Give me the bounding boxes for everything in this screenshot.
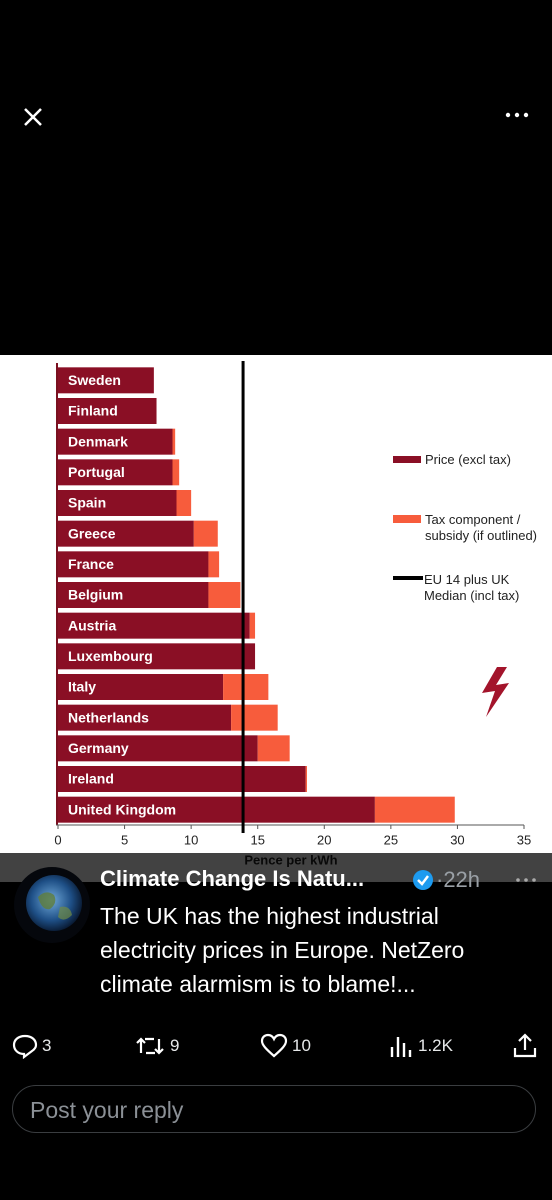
bar-segment [58,398,157,424]
x-tick-label: 5 [121,832,128,847]
legend-swatch [393,576,423,580]
legend-label: Tax component / subsidy (if outlined) [425,512,537,543]
reply-count: 3 [42,1036,52,1055]
category-label: Italy [68,679,96,695]
bar-segment [58,582,209,608]
reply-placeholder: Post your reply [30,1097,184,1123]
x-tick-label: 35 [517,832,531,847]
verified-badge [413,870,433,890]
post-overlay [0,853,552,1200]
bar-segment [208,582,241,608]
bar-segment [58,490,177,516]
legend-swatch [393,515,421,523]
more-button[interactable] [500,105,534,125]
category-label: Ireland [68,771,114,787]
bar-segment [58,520,194,547]
bar-segment [58,796,375,823]
avatar[interactable] [14,867,90,943]
category-label: Sweden [68,372,121,388]
post-time: ·22h [436,867,481,892]
bar-segment [176,490,192,516]
bar-segment [58,704,232,731]
close-button[interactable] [18,102,48,132]
category-label: United Kingdom [68,801,176,817]
reply-button[interactable]: 3 [12,1033,51,1059]
views-count: 1.2K [418,1036,453,1055]
bar-segment [172,428,176,455]
category-label: Spain [68,495,106,511]
category-label: France [68,556,114,572]
category-label: Germany [68,740,129,756]
chart: Sweden Finland Denmark Portugal Spain Greece F… [54,361,531,867]
bar-segment [249,612,256,639]
bar-segment [58,551,209,578]
category-label: Finland [68,403,118,419]
category-label: Luxembourg [68,648,153,664]
bar-segment [257,735,290,762]
bar-segment [208,551,220,578]
category-label: Austria [68,617,116,633]
bar-segment [58,643,256,670]
reply-input[interactable]: Post your reply [12,1085,536,1133]
bar-segment [305,766,307,792]
category-label: Netherlands [68,709,149,725]
lightning-icon [482,667,509,717]
bar-segment [58,459,173,486]
bar-segment [193,520,218,547]
category-label: Portugal [68,464,125,480]
category-label: Greece [68,525,116,541]
legend-label: EU 14 plus UK Median (incl tax) [424,572,520,603]
bar-segment [58,367,154,394]
post-more[interactable] [512,872,540,888]
bar-segment [58,766,306,792]
x-tick-label: 10 [184,832,198,847]
bar-segment [58,674,224,700]
x-tick-label: 0 [54,832,61,847]
x-tick-label: 15 [250,832,264,847]
bar-segment [58,735,258,762]
legend-swatch [393,456,421,463]
repost-button[interactable]: 9 [134,1033,179,1059]
repost-count: 9 [170,1036,180,1055]
category-label: Denmark [68,433,128,449]
like-count: 10 [292,1036,311,1055]
bar-segment [172,459,180,486]
bar-segment [231,704,278,731]
chart-image[interactable]: Sweden Finland Denmark Portugal Spain Greece F… [0,355,552,882]
share-button[interactable] [512,1032,538,1060]
views-button[interactable]: 1.2K [388,1033,453,1059]
bar-segment [58,428,173,455]
bar-segment [374,796,455,823]
like-button[interactable]: 10 [260,1033,311,1059]
legend-label: Price (excl tax) [425,452,511,467]
x-tick-label: 25 [384,832,398,847]
bar-segment [223,674,269,700]
post-text: The UK has the highest industrial electr… [100,903,465,997]
author-name[interactable]: Climate Change Is Natu... [100,866,365,891]
x-tick-label: 30 [450,832,464,847]
category-label: Belgium [68,587,123,603]
bar-segment [58,612,250,639]
x-tick-label: 20 [317,832,331,847]
